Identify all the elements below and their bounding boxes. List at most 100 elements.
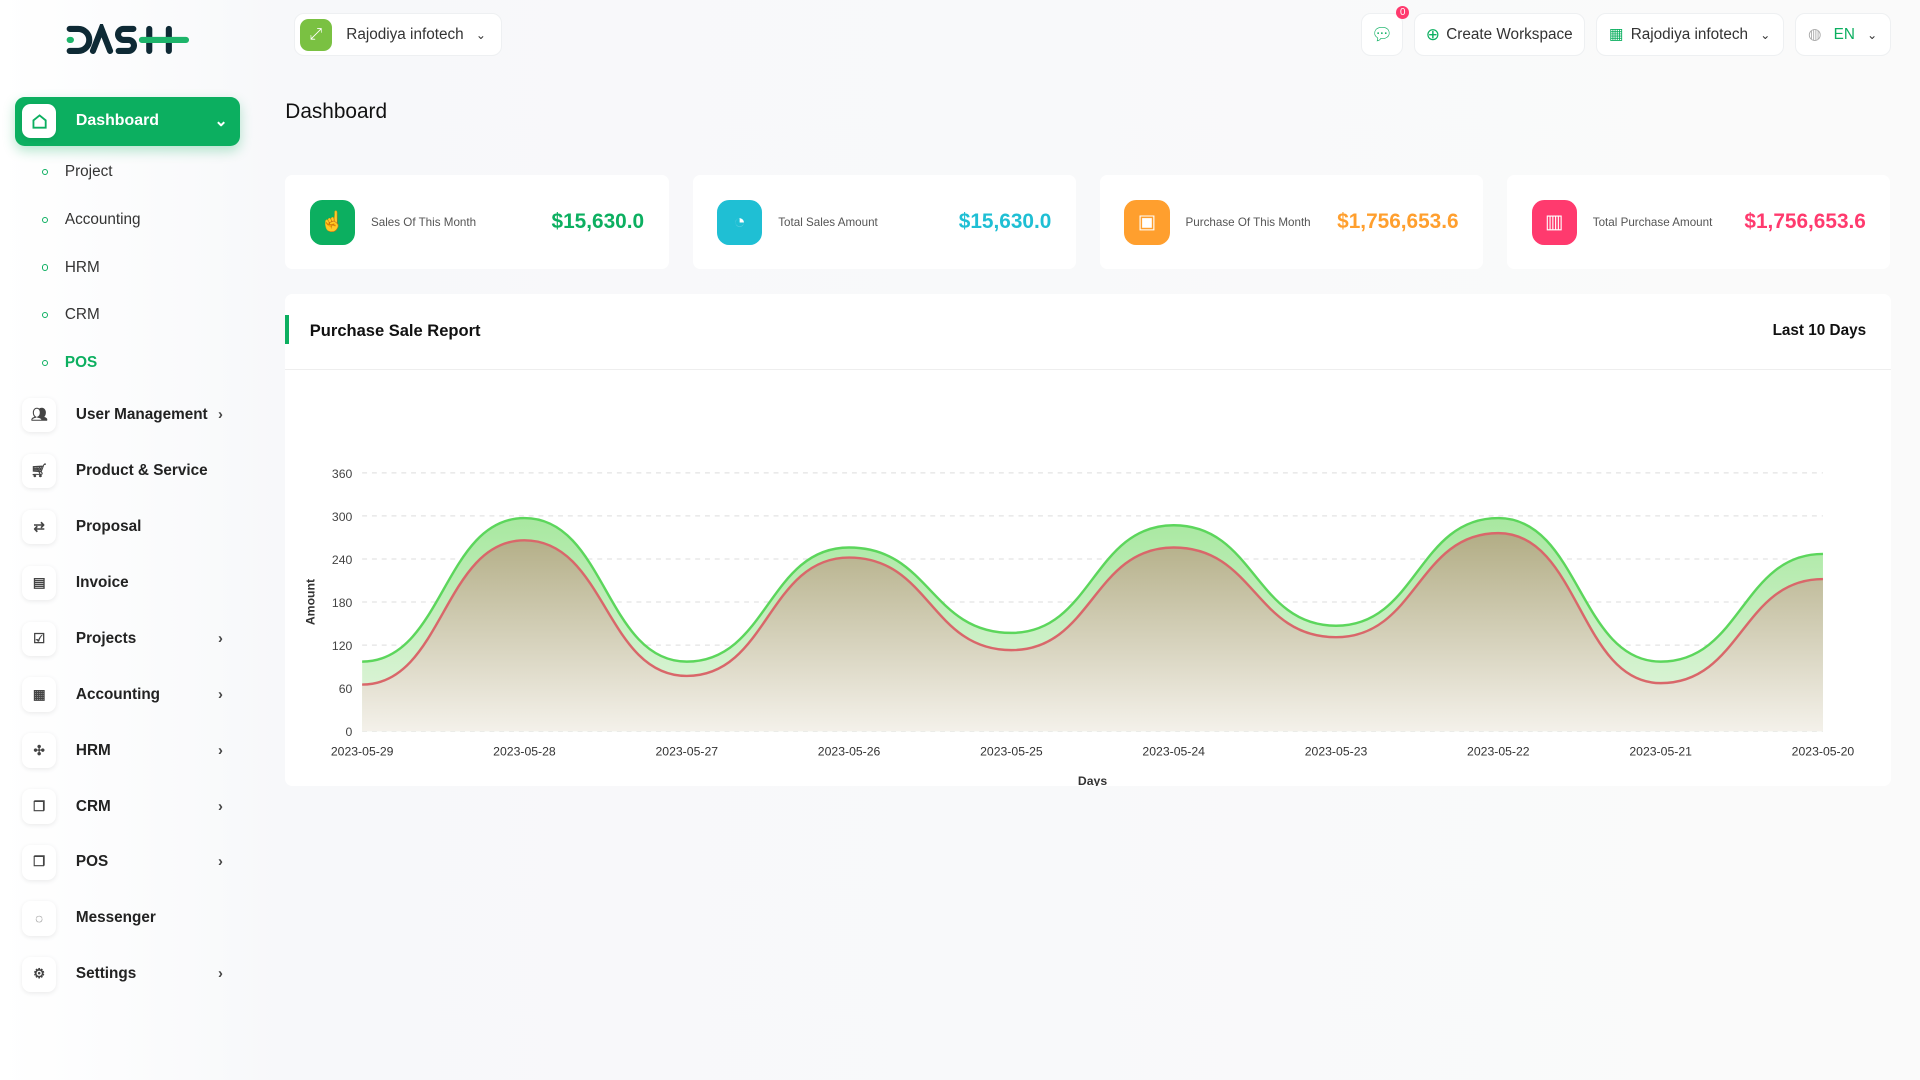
page-title: Dashboard xyxy=(285,100,388,124)
y-tick-label: 120 xyxy=(332,639,353,653)
chevron-down-icon: ⌄ xyxy=(1867,27,1878,42)
chat-icon: ◌ xyxy=(22,901,57,936)
report-title: Purchase Sale Report xyxy=(309,321,481,341)
bar-chart-icon: ▥ xyxy=(1531,199,1577,245)
sidebar-item-product-service[interactable]: 🛒︎ Product & Service xyxy=(15,443,240,499)
sidebar-item-invoice[interactable]: ▤ Invoice xyxy=(15,555,240,611)
x-tick-label: 2023-05-28 xyxy=(493,744,556,758)
sidebar-item-label: Dashboard xyxy=(75,112,159,130)
checkbox-icon: ☑ xyxy=(22,621,57,656)
chevron-down-icon: ⌄ xyxy=(1760,27,1771,42)
x-tick-label: 2023-05-26 xyxy=(818,744,881,758)
sidebar-subitem-label: POS xyxy=(64,354,98,372)
chevron-right-icon: › xyxy=(217,742,223,759)
sidebar-subitem-pos[interactable]: POS xyxy=(15,339,240,387)
language-label: EN xyxy=(1833,25,1855,43)
stat-title: Sales Of This Month xyxy=(370,215,477,229)
pie-chart-icon: ◔ xyxy=(717,199,763,245)
bullet-icon xyxy=(41,168,48,176)
dash-logo[interactable] xyxy=(66,24,191,56)
sidebar-item-label: Proposal xyxy=(75,517,142,535)
stat-value: $15,630.0 xyxy=(551,210,645,234)
sidebar-item-accounting[interactable]: ▦ Accounting › xyxy=(15,667,240,723)
chevron-right-icon: › xyxy=(217,798,223,815)
x-tick-label: 2023-05-21 xyxy=(1630,744,1693,758)
create-workspace-button[interactable]: ⊕ Create Workspace xyxy=(1413,13,1585,57)
crm-icon: ❐ xyxy=(22,789,57,824)
stat-card: ◔ Total Sales Amount $15,630.0 xyxy=(692,175,1076,270)
sidebar-subitem-project[interactable]: Project xyxy=(15,148,240,196)
hand-pointer-icon: ☝ xyxy=(309,199,356,245)
user-menu[interactable]: ▦ Rajodiya infotech ⌄ xyxy=(1595,13,1784,57)
range-selector[interactable]: Last 10 Days xyxy=(1772,322,1867,340)
x-tick-label: 2023-05-24 xyxy=(1143,744,1206,758)
apps-icon: ▦ xyxy=(1608,26,1624,44)
sidebar-item-user-management[interactable]: 👥︎ User Management › xyxy=(15,387,240,443)
workspace-name: Rajodiya infotech xyxy=(346,25,464,43)
sidebar-item-crm[interactable]: ❐ CRM › xyxy=(15,779,240,835)
chevron-right-icon: › xyxy=(217,406,223,423)
workspace-switcher[interactable]: ⤢ Rajodiya infotech ⌄ xyxy=(293,13,502,57)
x-tick-label: 2023-05-29 xyxy=(331,744,394,758)
purchase-sale-report: Purchase Sale Report Last 10 Days 0 60 120… xyxy=(285,293,1891,787)
sidebar-item-label: HRM xyxy=(75,741,111,759)
chat-icon: 💬︎ xyxy=(1371,24,1393,45)
create-workspace-label: Create Workspace xyxy=(1446,25,1573,43)
pos-icon: ❐ xyxy=(22,845,57,880)
header-actions: 💬︎ 0 ⊕ Create Workspace ▦ Rajodiya infot… xyxy=(1361,5,1891,57)
stat-value: $1,756,653.6 xyxy=(1744,210,1866,234)
series-line xyxy=(362,531,1824,686)
chevron-right-icon: › xyxy=(217,854,223,871)
sidebar-item-dashboard[interactable]: Dashboard ⌄ xyxy=(14,96,240,146)
notifications-button[interactable]: 💬︎ 0 xyxy=(1361,5,1410,57)
y-axis-label: Amount xyxy=(304,579,318,625)
chevron-down-icon: ⌄ xyxy=(214,113,228,131)
sidebar-item-label: Accounting xyxy=(75,685,161,703)
x-tick-label: 2023-05-27 xyxy=(656,744,719,758)
proposal-icon: ⇄ xyxy=(22,509,57,544)
stat-card: ▥ Total Purchase Amount $1,756,653.6 xyxy=(1507,175,1891,270)
language-selector[interactable]: ◍ EN ⌄ xyxy=(1794,13,1891,57)
notification-badge: 0 xyxy=(1396,5,1410,20)
gear-icon: ⚙ xyxy=(22,957,57,992)
stat-card: ☝ Sales Of This Month $15,630.0 xyxy=(285,175,669,270)
sidebar-item-label: Messenger xyxy=(75,909,156,927)
x-tick-label: 2023-05-25 xyxy=(980,744,1043,758)
sidebar-item-label: CRM xyxy=(75,797,111,815)
plus-circle-icon: ⊕ xyxy=(1425,24,1441,45)
y-tick-label: 60 xyxy=(339,682,353,696)
hrm-icon: ✣ xyxy=(22,733,57,768)
bullet-icon xyxy=(41,359,48,367)
area-chart: 0 60 120 180 240 300 360 2023-05-29 2023-05-28 20… xyxy=(304,467,1855,787)
sidebar-item-label: POS xyxy=(75,853,109,871)
sidebar-subitem-crm[interactable]: CRM xyxy=(15,291,240,339)
chevron-right-icon: › xyxy=(217,686,223,703)
sidebar-item-label: Settings xyxy=(75,965,137,983)
x-tick-label: 2023-05-22 xyxy=(1467,744,1530,758)
invoice-icon: ▤ xyxy=(22,565,57,600)
chevron-down-icon: ⌄ xyxy=(475,27,487,42)
sidebar-item-projects[interactable]: ☑ Projects › xyxy=(15,611,240,667)
sidebar-item-messenger[interactable]: ◌ Messenger xyxy=(15,890,240,946)
sidebar-item-proposal[interactable]: ⇄ Proposal xyxy=(15,499,240,555)
sidebar-subitem-hrm[interactable]: HRM xyxy=(15,244,240,292)
stat-title: Purchase Of This Month xyxy=(1185,215,1311,229)
clipboard-icon: ▣ xyxy=(1124,199,1170,245)
stat-title: Total Purchase Amount xyxy=(1592,215,1713,229)
users-icon: 👥︎ xyxy=(22,397,57,432)
sidebar-subitem-label: Project xyxy=(64,163,113,181)
series-area xyxy=(362,532,1824,732)
y-tick-label: 300 xyxy=(332,510,353,524)
sidebar-item-label: Invoice xyxy=(75,573,129,591)
series-line xyxy=(362,516,1824,663)
cart-icon: 🛒︎ xyxy=(22,453,57,488)
bullet-icon xyxy=(41,264,48,271)
stat-title: Total Sales Amount xyxy=(778,215,878,229)
stat-value: $1,756,653.6 xyxy=(1337,210,1459,234)
sidebar-item-settings[interactable]: ⚙ Settings › xyxy=(15,946,240,1002)
sidebar-item-label: Projects xyxy=(75,629,137,647)
sidebar-item-pos[interactable]: ❐ POS › xyxy=(15,835,240,891)
sidebar-item-hrm[interactable]: ✣ HRM › xyxy=(15,723,240,779)
sidebar-subitem-accounting[interactable]: Accounting xyxy=(15,196,240,244)
